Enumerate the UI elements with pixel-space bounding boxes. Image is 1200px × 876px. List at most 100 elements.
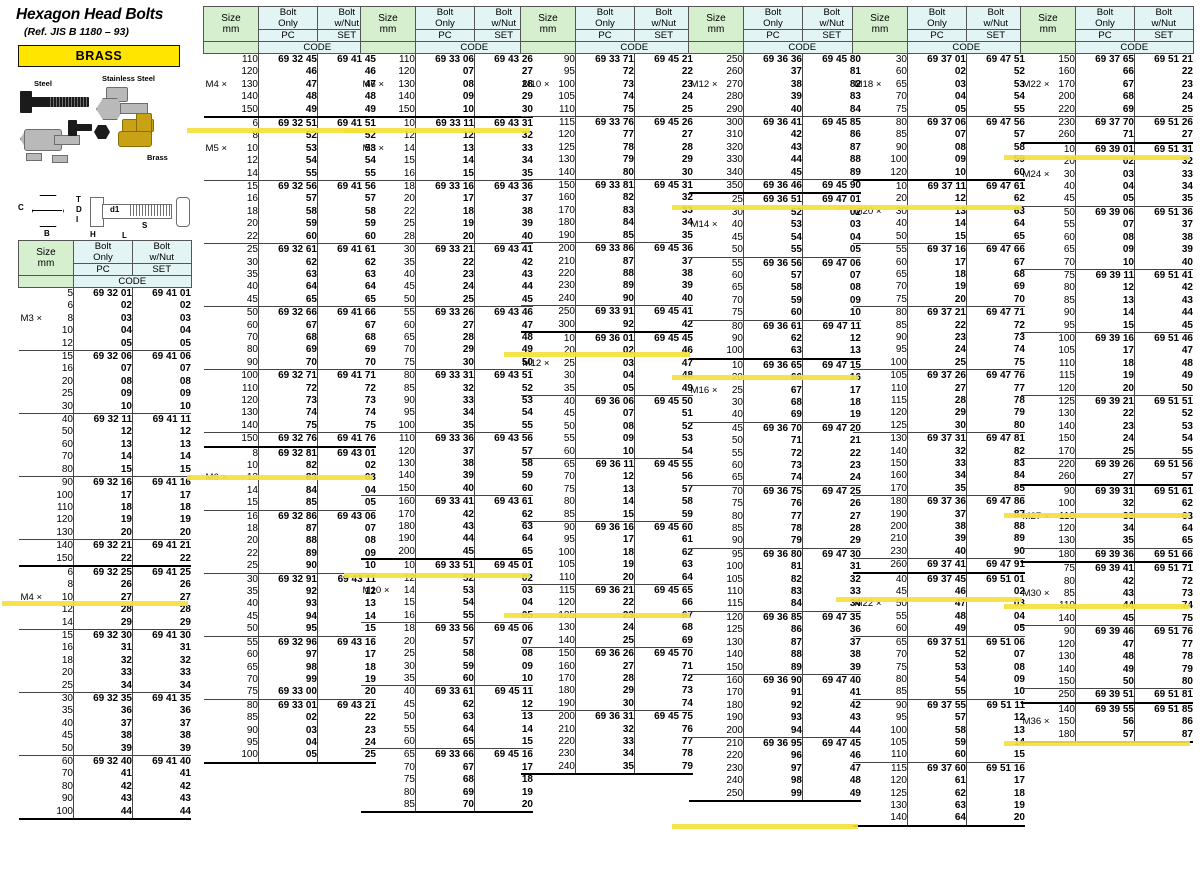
diagram-label-l: L bbox=[122, 231, 127, 240]
cell-size: 6 bbox=[67, 300, 73, 312]
cell-code-pc: 69 37 06 bbox=[907, 116, 967, 130]
cell-code-pc: 56 bbox=[1075, 716, 1135, 729]
cell-size: 150 bbox=[360, 482, 416, 497]
table-row: 85 13 43 bbox=[1021, 294, 1193, 308]
cell-size: 16 bbox=[246, 193, 258, 205]
cell-size: 25 bbox=[246, 244, 258, 256]
cell-code-pc: 69 36 80 bbox=[743, 548, 803, 562]
cell-code-set: 64 bbox=[474, 533, 533, 546]
product-photo: Steel Stainless Steel Brass bbox=[10, 73, 200, 183]
cell-code-pc: 15 bbox=[575, 508, 635, 523]
table-row: 22 89 09 bbox=[204, 547, 376, 561]
cell-code-set: 63 bbox=[966, 205, 1025, 219]
cell-code-pc: 78 bbox=[743, 523, 803, 536]
cell-size: 210 bbox=[558, 255, 575, 267]
cell-code-set: 08 bbox=[966, 661, 1025, 674]
table-row: 65 28 48 bbox=[361, 331, 533, 345]
header-size: Size mm bbox=[520, 6, 576, 42]
cell-size: 60 bbox=[731, 460, 743, 471]
cell-code-pc: 62 bbox=[415, 698, 475, 712]
cell-code-pc: 34 bbox=[907, 470, 967, 483]
table-row: 10 82 02 bbox=[204, 460, 376, 473]
cell-code-pc: 29 bbox=[575, 685, 635, 698]
cell-code-pc: 07 bbox=[73, 363, 133, 376]
cell-code-pc: 69 bbox=[415, 786, 475, 799]
cell-code-pc: 69 33 61 bbox=[415, 685, 475, 699]
header-size: Size mm bbox=[688, 6, 744, 42]
table-row: 15 69 32 30 69 41 30 bbox=[19, 629, 191, 643]
cell-code-pc: 57 bbox=[907, 712, 967, 725]
cell-code-set: 69 43 06 bbox=[317, 510, 376, 524]
table-row: 100 58 13 bbox=[853, 724, 1025, 737]
table-row: 150 33 83 bbox=[853, 458, 1025, 471]
cell-code-pc: 69 39 46 bbox=[1075, 625, 1135, 639]
cell-size: 220 bbox=[558, 735, 575, 747]
cell-code-pc: 83 bbox=[575, 204, 635, 218]
table-row: 130 38 58 bbox=[361, 458, 533, 471]
cell-size: 50 bbox=[360, 293, 416, 308]
cell-size: 200 bbox=[360, 545, 416, 561]
cell-size: 90 bbox=[1063, 626, 1075, 638]
table-row: 125 62 18 bbox=[853, 787, 1025, 800]
cell-code-pc: 24 bbox=[907, 344, 967, 357]
table-row: 140 49 79 bbox=[1021, 663, 1193, 676]
cell-code-pc: 60 bbox=[907, 749, 967, 763]
cell-size: 100 bbox=[241, 370, 258, 382]
table-row: 60 17 67 bbox=[853, 256, 1025, 269]
table-row: 200 45 65 bbox=[360, 545, 533, 561]
cell-code-pc: 77 bbox=[575, 129, 635, 142]
thread-size-label: M20 × bbox=[854, 205, 882, 217]
cell-size: 60 bbox=[852, 623, 908, 637]
cell-code-pc: 03 bbox=[1075, 168, 1135, 182]
cell-code-set: 49 bbox=[634, 382, 693, 396]
table-row: 110 72 72 bbox=[204, 382, 376, 395]
cell-code-pc: 74 bbox=[743, 472, 803, 486]
cell-size: 28 bbox=[360, 230, 416, 245]
cell-size: 150 bbox=[1058, 54, 1075, 65]
dimension-diagram: C B T D I H d1 S L bbox=[10, 187, 200, 249]
cell-code-set: 47 bbox=[1134, 345, 1193, 358]
table-row: 14 29 29 bbox=[18, 616, 191, 630]
cell-size: 85 bbox=[731, 523, 743, 535]
photo-label-stainless: Stainless Steel bbox=[102, 74, 155, 83]
cell-code-set: 69 51 11 bbox=[966, 699, 1025, 713]
cell-code-set: 69 47 25 bbox=[802, 485, 861, 499]
cell-code-set: 15 bbox=[317, 623, 376, 637]
table-row: 45 65 65 bbox=[203, 293, 376, 308]
cell-size: 40 bbox=[403, 686, 415, 698]
cell-size: M8 × 14 bbox=[362, 142, 416, 154]
cell-code-set: 12 bbox=[317, 586, 376, 599]
cell-code-set: 69 45 75 bbox=[634, 710, 693, 724]
table-row: 75 05 55 bbox=[852, 103, 1025, 118]
cell-code-pc: 87 bbox=[743, 636, 803, 650]
cell-code-pc: 15 bbox=[907, 230, 967, 245]
cell-code-pc: 03 bbox=[575, 357, 635, 371]
table-row: 95 15 45 bbox=[1020, 319, 1193, 333]
cell-size: 105 bbox=[558, 91, 575, 103]
table-row: 50 08 52 bbox=[521, 420, 693, 434]
cell-code-pc: 33 bbox=[1075, 510, 1135, 524]
table-row: 90 69 37 55 69 51 11 bbox=[853, 699, 1025, 713]
table-row: 55 69 33 26 69 43 46 bbox=[361, 306, 533, 320]
table-row: 70 19 69 bbox=[853, 281, 1025, 294]
table-row: 140 69 32 21 69 41 21 bbox=[19, 539, 191, 553]
cell-code-pc: 69 32 71 bbox=[258, 369, 318, 383]
standard-reference: (Ref. JIS B 1180 – 93) bbox=[24, 26, 129, 38]
cell-code-set: 26 bbox=[802, 498, 861, 511]
cell-code-pc: 28 bbox=[415, 331, 475, 345]
cell-code-set: 69 51 01 bbox=[966, 572, 1025, 587]
table-row: 190 93 43 bbox=[689, 712, 861, 725]
cell-code-set: 34 bbox=[1134, 181, 1193, 194]
cell-code-pc: 32 bbox=[907, 445, 967, 458]
cell-code-pc: 19 bbox=[415, 218, 475, 231]
cell-code-pc: 98 bbox=[258, 661, 318, 674]
cell-code-pc: 69 32 45 bbox=[258, 53, 318, 67]
cell-code-pc: 34 bbox=[575, 748, 635, 761]
cell-code-set: 65 bbox=[474, 545, 533, 561]
cell-code-pc: 47 bbox=[1075, 638, 1135, 652]
cell-size: 55 bbox=[895, 244, 907, 256]
cell-size: 120 bbox=[1058, 523, 1075, 535]
cell-code-pc: 69 39 06 bbox=[1075, 206, 1135, 220]
cell-code-pc: 69 37 16 bbox=[907, 243, 967, 257]
cell-size: 230 bbox=[726, 762, 743, 774]
